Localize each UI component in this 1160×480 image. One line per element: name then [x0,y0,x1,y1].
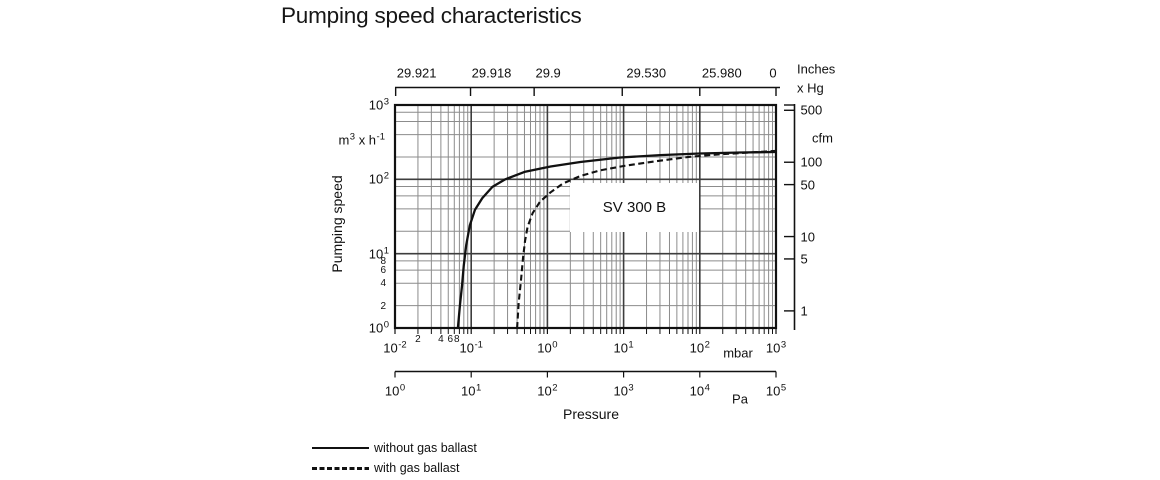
pa-axis-tick-label: 105 [765,381,787,398]
y-axis-minor-tick-label: 4 [380,278,386,290]
x-axis-minor-tick-label: 6 [447,334,454,345]
top-axis-tick-label: 0 [769,65,777,80]
y-axis-minor-tick-label: 6 [380,265,386,277]
x-axis-tick-label-mbar: 103 [765,338,787,355]
pa-axis-tick-label: 100 [384,381,406,398]
cfm-axis-unit: cfm [812,130,833,146]
y-axis-minor-tick-label: 2 [380,300,386,312]
page-title: Pumping speed characteristics [281,3,582,28]
pa-axis-tick-label: 104 [689,381,710,398]
top-axis-unit-line1: Inches [797,61,836,76]
x-axis-minor-tick-label: 4 [438,334,444,345]
top-axis-tick-label: 25.980 [701,65,742,80]
x-axis-unit-mbar: mbar [723,345,753,360]
annotation-label: SV 300 B [602,199,667,216]
top-axis-tick-label: 29.9 [535,65,561,80]
x-axis-tick-label-mbar: 100 [537,338,558,355]
curve-without-gas-ballast [456,150,777,329]
top-axis-tick-label: 29.921 [396,65,437,80]
pa-axis-unit: Pa [732,391,748,407]
pa-axis-tick-label: 103 [613,381,634,398]
legend: without gas ballast with gas ballast [312,438,477,478]
pa-axis-tick-label: 101 [461,381,482,398]
x-axis-tick-label-mbar: 10-1 [459,338,483,355]
legend-label: without gas ballast [374,441,477,455]
x-axis-minor-tick-label: 8 [454,334,460,345]
y-axis-tick-label: 102 [368,170,389,187]
x-axis-title: Pressure [562,406,620,422]
x-axis-minor-tick-label: 2 [415,334,421,345]
dashed-line-sample [312,466,369,470]
top-axis-tick-label: 29.530 [626,65,667,80]
curve-with-gas-ballast [516,149,777,329]
x-axis-tick-label-mbar: 10-2 [383,338,407,355]
cfm-axis-tick-label: 500 [800,102,823,118]
x-axis-tick-label-mbar: 101 [613,338,634,355]
legend-item-without-gas-ballast: without gas ballast [312,438,477,458]
cfm-axis-tick-label: 1 [800,303,808,319]
x-axis-tick-label-mbar: 102 [689,338,710,355]
cfm-axis-tick-label: 50 [800,177,815,193]
y-axis-tick-label: 101 [368,244,389,261]
y-axis-minor-tick-label: 8 [380,255,386,267]
plot-border [393,103,778,330]
top-axis-unit-line2: x Hg [797,80,824,95]
cfm-axis-tick-label: 10 [800,229,815,245]
y-axis-unit: m3 x h-1 [338,131,385,148]
y-axis-tick-label: 103 [368,96,389,113]
cfm-axis-tick-label: 5 [800,251,808,267]
y-axis-title: Pumping speed [329,175,345,273]
legend-label: with gas ballast [374,461,460,475]
top-axis-tick-label: 29.918 [471,65,512,80]
legend-item-with-gas-ballast: with gas ballast [312,458,477,478]
solid-line-sample [312,447,369,449]
cfm-axis-tick-label: 100 [800,154,823,170]
pa-axis-tick-label: 102 [537,381,558,398]
y-axis-tick-label: 100 [368,319,389,336]
sv300b-annotation-box: SV 300 B [570,183,699,232]
